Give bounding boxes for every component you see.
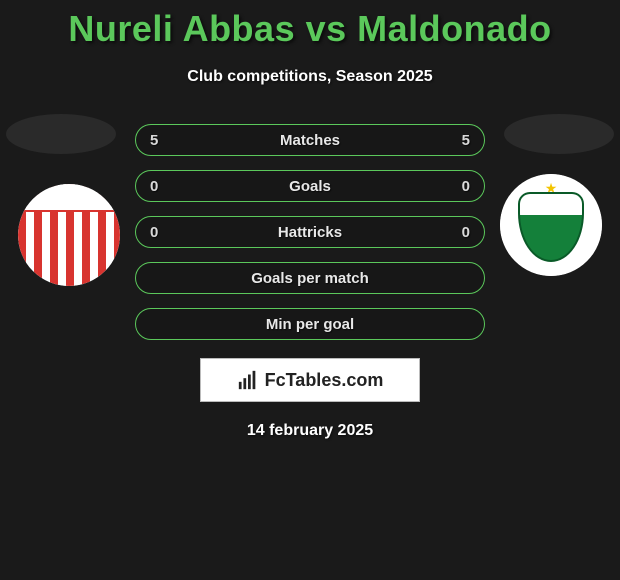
stat-row-hattricks: 0 Hattricks 0 <box>135 216 485 248</box>
stat-left-value: 0 <box>150 224 170 241</box>
stat-row-min-per-goal: Min per goal <box>135 308 485 340</box>
stat-row-goals-per-match: Goals per match <box>135 262 485 294</box>
stat-label: Goals per match <box>251 270 369 287</box>
stats-rows: 5 Matches 5 0 Goals 0 0 Hattricks 0 Goal… <box>135 124 485 340</box>
player-avatar-right <box>504 114 614 154</box>
team-crest-right-graphic: ★ <box>500 174 602 276</box>
stat-label: Matches <box>280 132 340 149</box>
stat-left-value: 0 <box>150 178 170 195</box>
brand-link[interactable]: FcTables.com <box>200 358 420 402</box>
player-avatar-left <box>6 114 116 154</box>
stat-label: Min per goal <box>266 316 354 333</box>
page-title: Nureli Abbas vs Maldonado <box>0 0 620 50</box>
comparison-content: ★ 5 Matches 5 0 Goals 0 0 Hattricks 0 Go… <box>0 124 620 440</box>
stat-row-matches: 5 Matches 5 <box>135 124 485 156</box>
team-crest-left-graphic <box>18 184 120 286</box>
stat-right-value: 5 <box>450 132 470 149</box>
stat-left-value: 5 <box>150 132 170 149</box>
shield-icon <box>518 192 584 262</box>
stat-right-value: 0 <box>450 224 470 241</box>
stat-row-goals: 0 Goals 0 <box>135 170 485 202</box>
stat-right-value: 0 <box>450 178 470 195</box>
team-crest-right: ★ <box>500 174 602 276</box>
stat-label: Goals <box>289 178 331 195</box>
date-label: 14 february 2025 <box>0 422 620 440</box>
stat-label: Hattricks <box>278 224 342 241</box>
subtitle: Club competitions, Season 2025 <box>0 68 620 86</box>
chart-bars-icon <box>237 369 259 391</box>
team-crest-left <box>18 184 120 286</box>
brand-text: FcTables.com <box>265 370 384 391</box>
